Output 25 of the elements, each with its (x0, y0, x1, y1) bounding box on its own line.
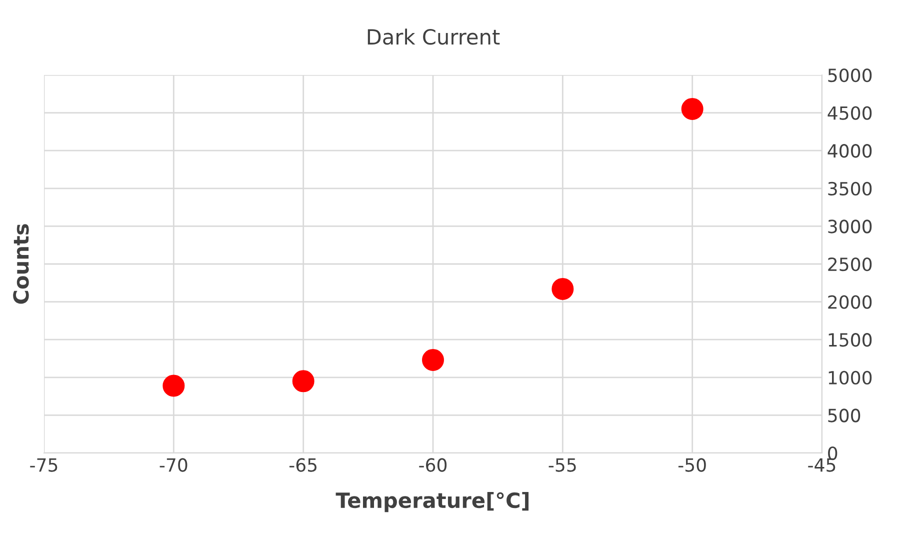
y-tick-label: 1000 (828, 370, 872, 385)
y-tick-label: 2500 (828, 257, 872, 272)
x-tick-label: -60 (419, 458, 447, 472)
x-axis-title: Temperature[°C] (336, 492, 529, 512)
point (681, 98, 704, 120)
x-tick-label: -50 (678, 458, 706, 472)
point (552, 278, 574, 300)
y-tick-label: 1500 (828, 333, 872, 347)
point (162, 374, 185, 397)
y-tick-label: 5000 (828, 68, 872, 82)
y-tick-label: 3000 (828, 220, 872, 234)
x-tick-label: -55 (548, 458, 576, 472)
x-tick-label: -75 (30, 458, 58, 472)
y-tick-label: 2000 (828, 295, 872, 309)
x-tick-label: -65 (289, 458, 316, 472)
point (292, 370, 314, 392)
chart-title: Dark Current (368, 28, 500, 45)
y-tick-label: 3500 (828, 182, 872, 196)
y-tick-label: 500 (828, 408, 860, 422)
y-tick-label: 4000 (828, 144, 872, 158)
y-tick-label: 4500 (828, 106, 872, 120)
point (422, 349, 444, 372)
y-axis-title: Counts (13, 224, 29, 304)
x-tick-label: -70 (160, 458, 188, 472)
x-tick-label: -45 (808, 458, 836, 472)
